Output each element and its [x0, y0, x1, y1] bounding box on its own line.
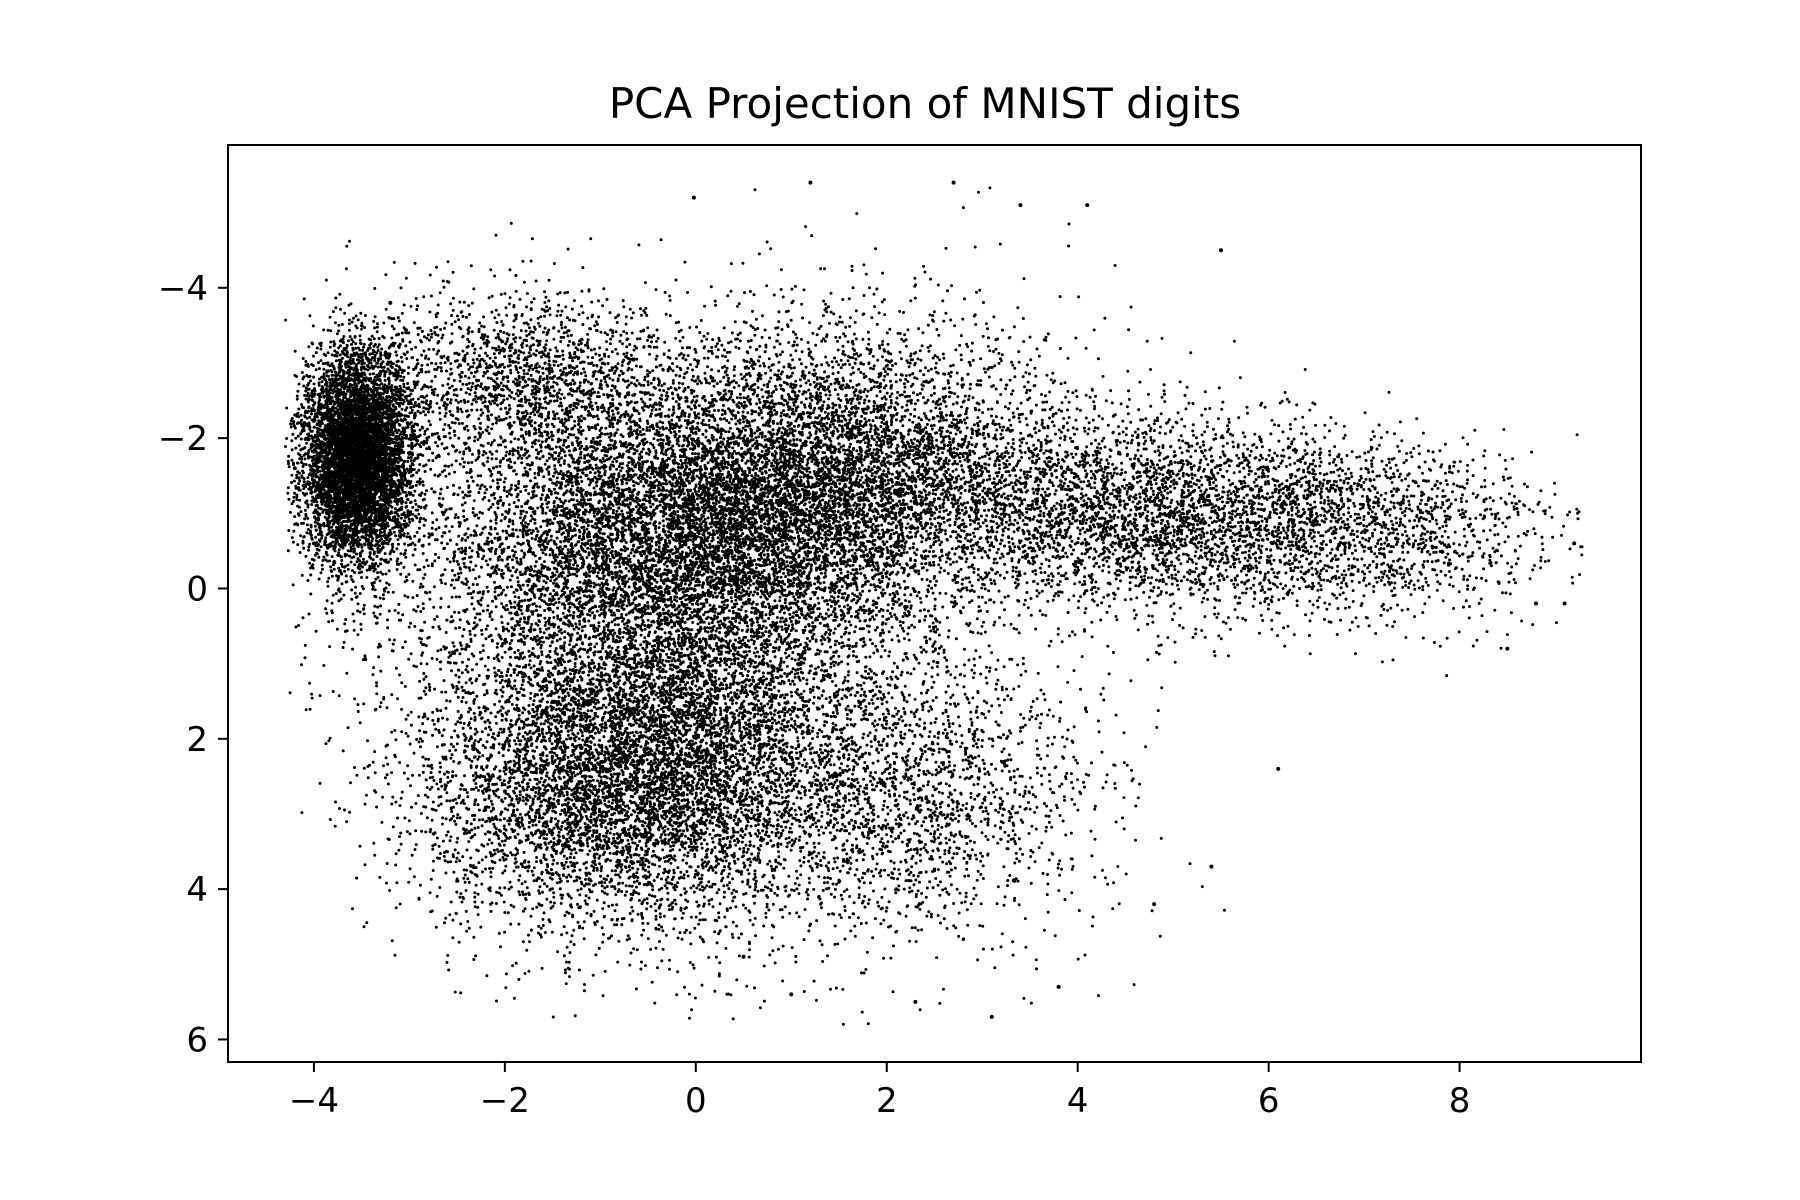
- scatter-point: [1533, 601, 1538, 606]
- y-axis: −4 −2 0 2 4 6: [158, 269, 228, 1060]
- scatter-point: [1209, 864, 1214, 869]
- y-tick-label: 2: [186, 720, 208, 760]
- plot-frame: [227, 144, 1642, 1063]
- chart-title: PCA Projection of MNIST digits: [609, 79, 1241, 128]
- scatter-point: [550, 872, 555, 877]
- y-tick-label: 4: [186, 870, 208, 910]
- scatter-point: [388, 300, 393, 305]
- scatter-point: [1572, 541, 1577, 546]
- scatter-point: [1562, 601, 1567, 606]
- scatter-point: [292, 466, 297, 471]
- scatter-point: [311, 541, 316, 546]
- scatter-point: [691, 195, 696, 200]
- x-axis: −4 −2 0 2 4 6 8: [289, 1062, 1471, 1121]
- scatter-point: [1085, 203, 1090, 208]
- scatter-point: [302, 421, 307, 426]
- scatter-point: [789, 992, 794, 997]
- x-tick-label: 6: [1258, 1081, 1280, 1121]
- scatter-point: [502, 789, 507, 794]
- scatter-point: [989, 1014, 994, 1019]
- scatter-point: [951, 180, 956, 185]
- scatter-point: [1056, 984, 1061, 989]
- x-tick-label: 8: [1449, 1081, 1471, 1121]
- y-tick-label: −4: [158, 269, 208, 309]
- scatter-point: [1505, 646, 1510, 651]
- x-tick-label: 2: [876, 1081, 898, 1121]
- x-tick-label: −2: [480, 1081, 530, 1121]
- y-tick-label: −2: [158, 419, 208, 459]
- scatter-point-cloud: [284, 186, 1584, 1026]
- scatter-points: [284, 180, 1584, 1026]
- y-tick-label: 6: [186, 1020, 208, 1060]
- x-tick-label: 0: [685, 1081, 707, 1121]
- x-tick-label: 4: [1067, 1081, 1089, 1121]
- scatter-point: [808, 180, 813, 185]
- scatter-point: [913, 999, 918, 1004]
- scatter-point: [1276, 766, 1281, 771]
- scatter-point: [1018, 203, 1023, 208]
- scatter-point: [1152, 902, 1157, 907]
- scatter-point: [741, 954, 746, 959]
- y-tick-label: 0: [186, 569, 208, 609]
- x-tick-label: −4: [289, 1081, 339, 1121]
- scatter-point: [1218, 248, 1223, 253]
